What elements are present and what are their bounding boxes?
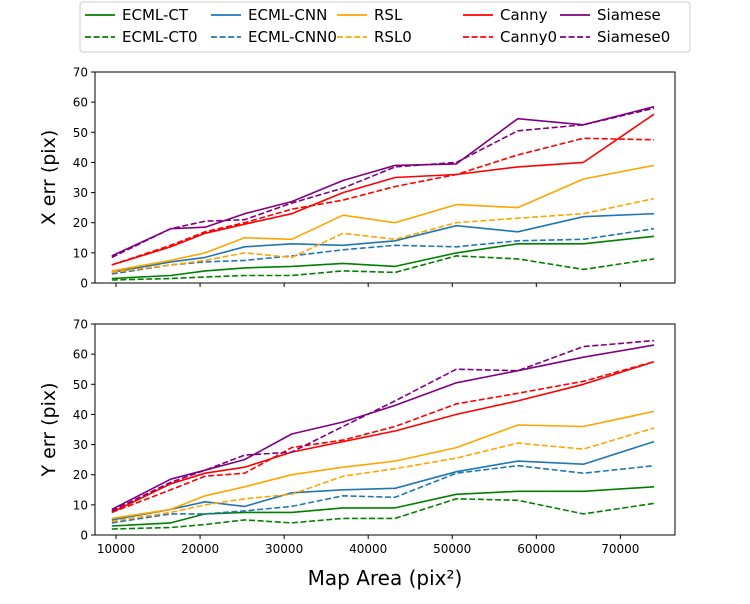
legend-label: RSL0 [374,28,412,46]
top-ytick-label: 10 [73,246,88,260]
top-series-group [111,105,655,281]
legend-label: Canny [500,6,548,24]
top-series-siamese0 [111,107,655,259]
bottom-series-canny0 [111,360,655,514]
bottom-xlabel: Map Area (pix²) [308,566,463,590]
top-series-rsl [111,164,655,272]
bottom-ytick-label: 20 [73,468,88,482]
bottom-series-ecml-cnn [111,440,655,521]
legend-entry-rsl: RSL [337,6,403,24]
bottom-xtick-label: 10000 [97,542,135,556]
legend-label: RSL [374,6,403,24]
bottom-series-rsl0 [111,427,655,523]
bottom-ytick-label: 60 [73,348,88,362]
top-ytick-label: 40 [73,156,88,170]
legend-entry-canny0: Canny0 [463,28,557,46]
bottom-series-siamese [111,344,655,511]
legend-label: ECML-CT [122,6,189,24]
top-axes-frame [94,71,676,284]
legend-entry-ecml-ct0: ECML-CT0 [85,28,198,46]
top-ytick-label: 70 [73,66,88,80]
legend-label: ECML-CT0 [122,28,198,46]
legend-entry-ecml-cnn0: ECML-CNN0 [211,28,337,46]
legend-label: ECML-CNN [248,6,327,24]
bottom-xtick-label: 50000 [433,542,471,556]
top-series-ecml-ct0 [111,255,655,281]
bottom-ytick-label: 0 [80,529,88,543]
bottom-series-group [111,339,655,530]
bottom-xtick-label: 30000 [265,542,303,556]
top-series-ecml-cnn0 [111,227,655,275]
bottom-panel: 0 10 20 30 40 50 60 70 10000 20000 30000 40000 50000… [38,318,676,590]
bottom-series-ecml-cnn0 [111,464,655,524]
bottom-xtick-label: 40000 [349,542,387,556]
legend-label: Siamese0 [597,28,670,46]
bottom-xtick-label: 20000 [181,542,219,556]
top-series-rsl0 [111,197,655,274]
top-ytick-label: 0 [80,277,88,291]
bottom-series-rsl [111,410,655,520]
bottom-ytick-label: 70 [73,318,88,332]
bottom-series-siamese0 [111,339,655,512]
legend-entry-siamese0: Siamese0 [560,28,670,46]
legend-entry-ecml-ct: ECML-CT [85,6,189,24]
bottom-ytick-label: 10 [73,498,88,512]
legend-label: Canny0 [500,28,557,46]
top-ytick-label: 30 [73,186,88,200]
top-ytick-label: 20 [73,216,88,230]
top-series-canny0 [111,137,655,266]
bottom-xtick-label: 60000 [517,542,555,556]
bottom-ytick-label: 50 [73,378,88,392]
top-ytick-label: 50 [73,126,88,140]
top-series-siamese [111,105,655,257]
legend-entry-canny: Canny [463,6,548,24]
bottom-ylabel: Y err (pix) [38,382,60,477]
legend-entry-siamese: Siamese [560,6,661,24]
bottom-ytick-label: 30 [73,438,88,452]
top-series-ecml-cnn [111,212,655,274]
legend-label: Siamese [597,6,661,24]
bottom-axes-frame [94,323,676,536]
top-panel: 0 10 20 30 40 50 60 70 X err (pix) [38,66,676,291]
legend: ECML-CT ECML-CT0 ECML-CNN ECML-CNN0 RSL RSL0 C… [79,1,691,53]
bottom-series-ecml-ct [111,486,655,527]
bottom-series-ecml-ct0 [111,497,655,530]
legend-entry-rsl0: RSL0 [337,28,412,46]
top-series-ecml-ct [111,235,655,280]
bottom-series-canny [111,360,655,514]
legend-entry-ecml-cnn: ECML-CNN [211,6,327,24]
top-ytick-label: 60 [73,96,88,110]
top-series-canny [111,113,655,266]
legend-label: ECML-CNN0 [248,28,337,46]
top-ylabel: X err (pix) [38,130,60,225]
bottom-xtick-label: 70000 [601,542,639,556]
bottom-ytick-label: 40 [73,408,88,422]
